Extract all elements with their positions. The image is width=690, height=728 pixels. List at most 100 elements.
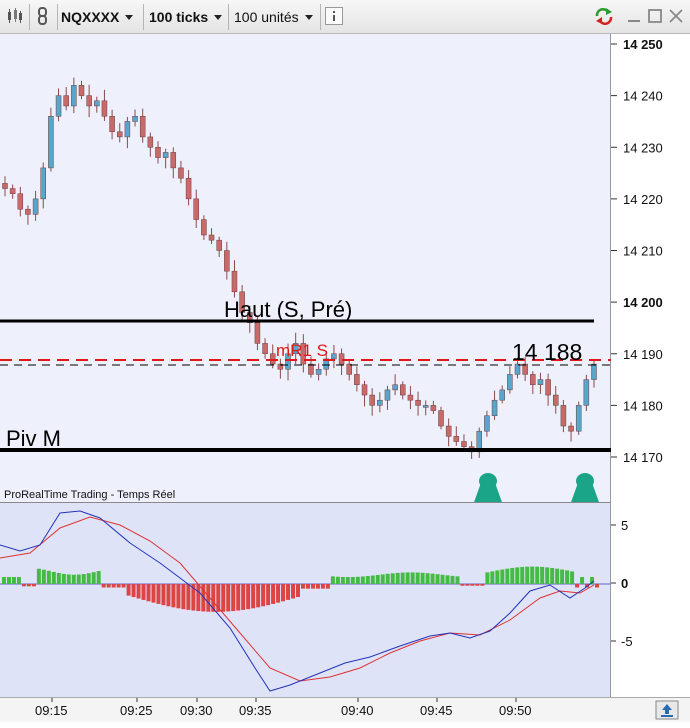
price-chart-panel[interactable]: Haut (S, Pré) mR1 S 14 188 Piv M [0,34,611,505]
candle [560,400,567,433]
histogram-bar [435,574,440,584]
histogram-bar [560,569,565,584]
candle [369,388,375,416]
candle-body [94,100,100,107]
refresh-icon[interactable] [593,7,615,25]
histogram-bar [485,572,490,584]
candle [537,372,544,394]
candle [438,406,444,430]
candle [170,147,177,179]
candle-body [591,363,597,380]
candle [17,186,24,217]
histogram-bar [281,584,286,602]
candle-body [25,208,31,215]
scroll-end-icon[interactable] [655,700,679,720]
candle-body [155,147,161,158]
histogram-bar [301,584,305,589]
histogram-bar [520,566,525,584]
candle [86,84,92,118]
price-tick-label: 14 180 [623,398,663,413]
candle [338,348,345,376]
histogram-bar [525,566,530,584]
time-axis[interactable]: 09:15 09:25 09:30 09:35 09:40 09:45 09:50 [0,697,690,722]
histogram-bar [385,573,390,584]
minimize-icon[interactable] [625,7,643,25]
candle-body [101,100,108,117]
macd-chart[interactable] [0,503,611,698]
info-icon[interactable] [325,7,343,25]
candle [377,392,383,413]
histogram-bar [261,584,266,607]
histogram-bar [320,584,325,589]
candle-body [147,136,154,148]
candle-body [323,358,330,370]
histogram-bar [66,574,71,584]
candle-body [407,394,414,401]
time-tick-label: 09:15 [35,703,68,718]
histogram-bar [181,584,186,610]
candle-body [224,250,230,272]
histogram-bar [310,584,315,589]
candle [476,427,483,458]
candle-body [461,441,467,447]
chart-type-icon[interactable] [6,7,24,25]
histogram-bar [360,576,365,584]
histogram-bar [296,584,300,598]
histogram-bar [370,575,375,584]
histogram-bar [405,572,410,584]
candle-body [48,116,54,169]
buy-signal-marker [473,473,503,505]
candle [269,344,276,369]
histogram-bar [106,584,111,588]
ticks-selector[interactable]: 100 ticks [149,4,223,29]
candle-body [78,85,85,96]
candle [568,422,574,442]
histogram-bar [131,584,136,598]
units-selector[interactable]: 100 unités [234,4,313,29]
histogram-bar [6,577,11,584]
histogram-bar [31,584,36,587]
histogram-bar [505,568,510,584]
histogram-bar [136,584,141,599]
histogram-bar [490,571,495,584]
candle [331,344,337,369]
histogram-bar [500,569,505,584]
histogram-bar [191,584,196,611]
histogram-bar [395,572,400,584]
candle-body [208,234,215,241]
candle-body [392,384,398,391]
candle [575,401,582,435]
histogram-bar [365,576,370,584]
price-axis[interactable]: 14 250 14 240 14 230 14 220 14 210 14 200 14 1… [611,34,690,697]
link-icon[interactable] [34,7,52,25]
histogram-bar [445,575,450,584]
histogram-bar [375,574,380,584]
candle-body [346,363,352,375]
symbol-selector[interactable]: NQXXXX [61,4,134,29]
histogram-bar [161,584,166,606]
candle [461,434,467,451]
macd-panel[interactable] [0,502,611,697]
histogram-bar [390,573,395,584]
candle-body [201,219,207,236]
candle [2,176,8,197]
chevron-down-icon [304,15,313,20]
candle [384,385,391,410]
histogram-bar [325,584,330,589]
candle-body [124,121,131,138]
maximize-icon[interactable] [646,7,664,25]
candle-body [116,131,123,138]
histogram-bar [231,584,236,612]
candle-body [269,353,276,365]
candle-body [491,399,498,416]
histogram-bar [61,573,66,584]
close-icon[interactable] [667,7,685,25]
candle-body [361,384,368,396]
histogram-bar [201,584,206,612]
histogram-bar [86,573,91,584]
histogram-bar [21,584,26,587]
histogram-bar [176,584,181,609]
candle [178,160,184,184]
candle-body [315,368,322,375]
price-chart[interactable]: Haut (S, Pré) mR1 S 14 188 Piv M [0,34,611,505]
